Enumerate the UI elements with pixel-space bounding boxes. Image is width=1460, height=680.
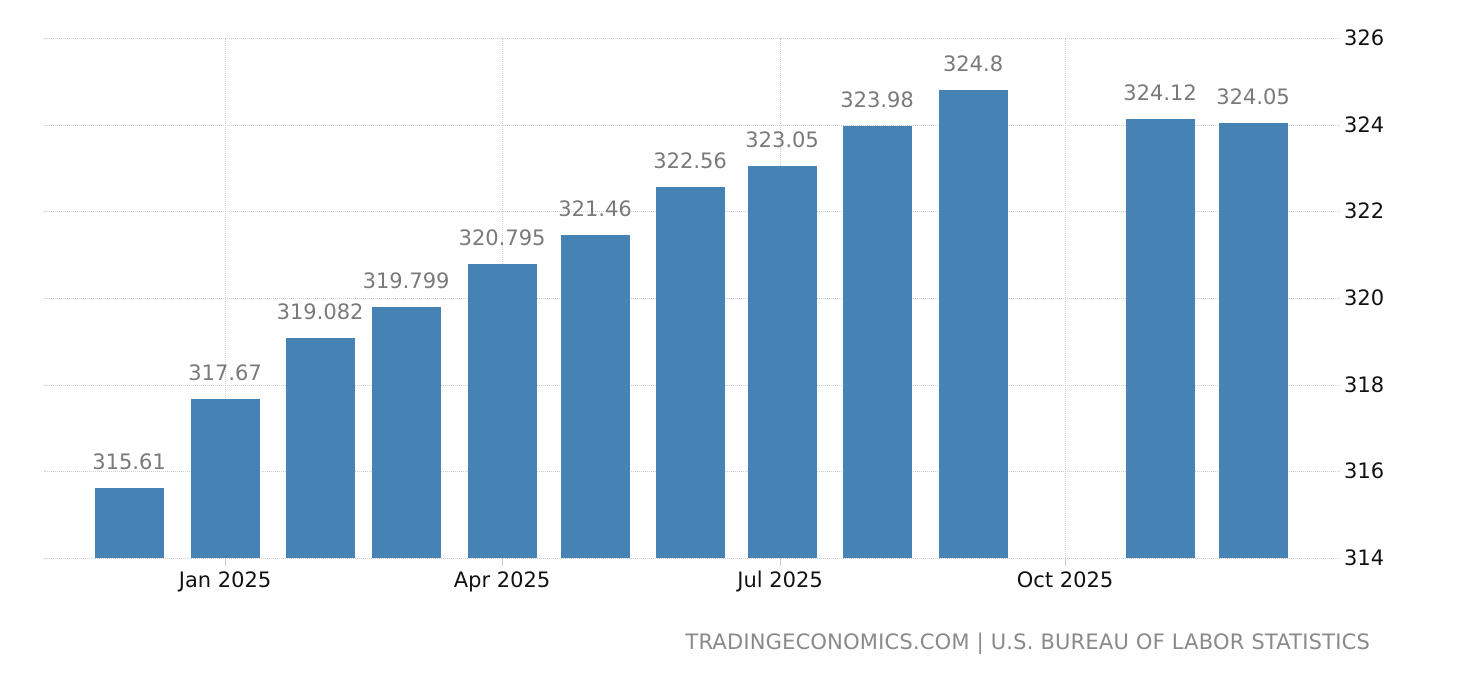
source-attribution: TRADINGECONOMICS.COM | U.S. BUREAU OF LA… [685, 630, 1370, 654]
x-tick-mark [502, 558, 503, 566]
y-tick-label: 322 [1344, 199, 1385, 224]
v-gridline [225, 38, 226, 558]
h-gridline [44, 558, 1340, 559]
bar-sep-2025[interactable] [938, 90, 1008, 558]
data-label: 323.98 [840, 87, 914, 112]
data-label: 317.67 [188, 360, 262, 385]
y-tick-label: 318 [1344, 372, 1385, 397]
data-label: 315.61 [92, 450, 166, 475]
x-tick-label: Apr 2025 [453, 568, 551, 592]
h-gridline [44, 124, 1340, 126]
bar-dec-2025[interactable] [1218, 122, 1288, 558]
bar-jun-2025[interactable] [655, 187, 725, 558]
data-label: 323.05 [745, 127, 819, 152]
y-tick-label: 324 [1344, 112, 1385, 137]
data-label: 321.46 [558, 196, 632, 221]
data-label: 319.799 [362, 268, 450, 293]
data-label: 319.082 [276, 299, 364, 324]
bar-nov-2025[interactable] [1125, 119, 1195, 558]
data-label: 320.795 [458, 225, 546, 250]
data-label: 324.12 [1123, 81, 1197, 106]
bar-apr-2025[interactable] [467, 263, 537, 558]
bar-jul-2025[interactable] [747, 165, 817, 558]
h-gridline [44, 38, 1340, 39]
bar-mar-2025[interactable] [371, 306, 441, 558]
x-tick-label: Jan 2025 [178, 568, 272, 592]
data-label: 322.56 [653, 149, 727, 174]
y-tick-label: 314 [1344, 546, 1385, 570]
x-tick-mark [225, 558, 226, 566]
v-gridline [1065, 38, 1066, 558]
data-label: 324.8 [942, 52, 1004, 76]
x-tick-mark [780, 558, 781, 566]
y-tick-label: 316 [1344, 459, 1385, 484]
bar-feb-2025[interactable] [285, 337, 355, 558]
x-tick-label: Jul 2025 [737, 568, 823, 592]
bar-may-2025[interactable] [560, 234, 630, 558]
bar-jan-2025[interactable] [190, 398, 260, 558]
y-tick-label: 320 [1344, 286, 1385, 310]
data-label: 324.05 [1216, 84, 1290, 109]
bar-aug-2025[interactable] [842, 125, 912, 558]
x-tick-mark [1065, 558, 1066, 566]
bar-dec-2024[interactable] [94, 488, 164, 558]
y-tick-label: 326 [1344, 26, 1385, 50]
x-tick-label: Oct 2025 [1016, 568, 1114, 592]
